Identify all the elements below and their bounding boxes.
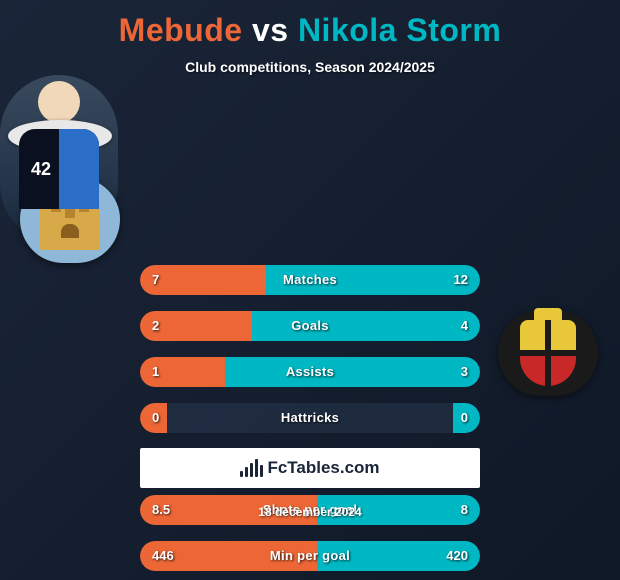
stat-row: 13Assists: [140, 357, 480, 387]
subtitle: Club competitions, Season 2024/2025: [0, 59, 620, 75]
stat-row: 446420Min per goal: [140, 541, 480, 571]
site-logo: FcTables.com: [140, 448, 480, 488]
logo-bars-icon: [240, 459, 263, 477]
stat-row: 00Hattricks: [140, 403, 480, 433]
player2-name: Nikola Storm: [298, 12, 501, 48]
stat-label: Goals: [140, 311, 480, 341]
comparison-title: Mebude vs Nikola Storm: [0, 0, 620, 49]
stat-row: 712Matches: [140, 265, 480, 295]
stat-row: 24Goals: [140, 311, 480, 341]
stat-label: Min per goal: [140, 541, 480, 571]
logo-text: FcTables.com: [267, 458, 379, 478]
player1-name: Mebude: [119, 12, 243, 48]
stat-label: Matches: [140, 265, 480, 295]
stat-label: Hattricks: [140, 403, 480, 433]
stat-label: Assists: [140, 357, 480, 387]
player2-club-crest: [498, 310, 598, 396]
vs-text: vs: [252, 12, 289, 48]
date-label: 18 december 2024: [0, 505, 620, 519]
stat-rows: 712Matches24Goals13Assists00Hattricks0.2…: [140, 265, 480, 571]
jersey-number: 42: [31, 159, 51, 180]
